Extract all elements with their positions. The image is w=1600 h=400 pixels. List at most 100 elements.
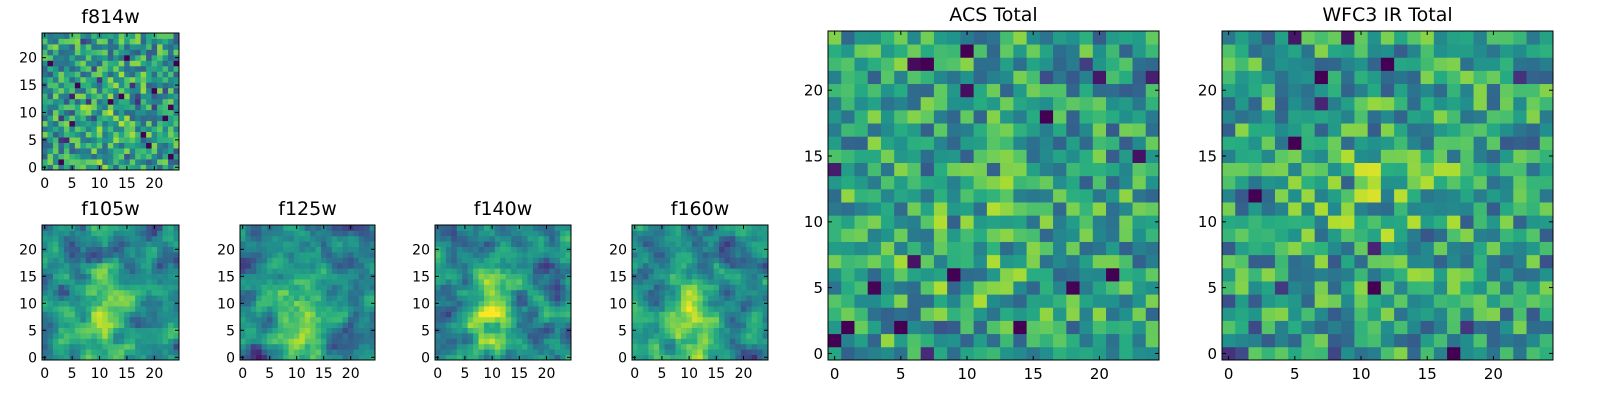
heatmap-cell (135, 159, 142, 165)
heatmap-cell (85, 268, 92, 274)
heatmap-cell (642, 295, 649, 301)
heatmap-cell (304, 306, 311, 312)
heatmap-cell (1314, 96, 1329, 111)
heatmap-cell (708, 295, 714, 301)
heatmap-cell (272, 230, 279, 237)
heatmap-cell (907, 307, 922, 321)
heatmap-cell (124, 311, 131, 318)
heatmap-cell (118, 333, 125, 339)
heatmap-cell (1486, 320, 1501, 335)
heatmap-cell (1380, 215, 1395, 229)
heatmap-cell (1053, 254, 1067, 269)
heatmap-cell (960, 96, 975, 111)
heatmap-cell (1235, 307, 1249, 321)
heatmap-cell (47, 153, 54, 160)
heatmap-cell (735, 306, 742, 312)
heatmap-cell (157, 153, 163, 160)
heatmap-cell (440, 241, 447, 247)
heatmap-cell (151, 349, 158, 355)
heatmap-cell (91, 153, 98, 160)
heatmap-cell (719, 252, 725, 258)
heatmap-cell (1473, 267, 1488, 282)
heatmap-cell (1288, 83, 1302, 98)
heatmap-cell (1092, 228, 1107, 242)
heatmap-cell (140, 33, 147, 39)
heatmap-cell (162, 225, 169, 231)
heatmap-cell (708, 262, 714, 269)
heatmap-cell (342, 316, 349, 323)
heatmap-cell (118, 60, 125, 67)
heatmap-cell (697, 241, 704, 247)
heatmap-cell (543, 268, 550, 274)
heatmap-cell (1526, 109, 1541, 124)
heatmap-cell (642, 252, 649, 258)
heatmap-cell (1092, 44, 1107, 58)
heatmap-cell (1526, 241, 1541, 256)
heatmap-cell (516, 322, 523, 328)
heatmap-cell (358, 268, 365, 274)
heatmap-cell (751, 246, 758, 253)
heatmap-cell (1053, 149, 1067, 163)
heatmap-cell (299, 306, 306, 312)
heatmap-cell (933, 228, 948, 242)
heatmap-cell (173, 38, 180, 45)
heatmap-cell (1261, 320, 1276, 335)
heatmap-cell (272, 273, 279, 280)
heatmap-cell (478, 279, 485, 285)
heatmap-cell (729, 316, 736, 323)
heatmap-cell (283, 235, 289, 242)
heatmap-cell (129, 273, 136, 280)
heatmap-cell (1526, 70, 1541, 85)
heatmap-cell (168, 115, 174, 122)
heatmap-cell (63, 268, 70, 274)
heatmap-cell (1394, 175, 1408, 190)
heatmap-cell (113, 327, 120, 334)
heatmap-cell (80, 142, 87, 149)
heatmap-cell (1513, 31, 1527, 45)
heatmap-cell (124, 142, 131, 149)
heatmap-cell (947, 149, 961, 163)
heatmap-cell (746, 295, 753, 301)
heatmap-cell (462, 257, 469, 264)
heatmap-cell (560, 257, 566, 264)
heatmap-cell (162, 120, 169, 127)
heatmap-cell (42, 333, 48, 339)
heatmap-cell (135, 76, 142, 83)
heatmap-cell (894, 215, 908, 229)
heatmap-cell (554, 322, 561, 328)
heatmap-cell (735, 300, 742, 307)
heatmap-cell (697, 322, 704, 328)
heatmap-cell (973, 281, 988, 295)
heatmap-cell (91, 241, 98, 247)
heatmap-cell (80, 137, 87, 143)
heatmap-cell (867, 123, 882, 137)
heatmap-cell (1092, 281, 1107, 295)
heatmap-cell (880, 136, 895, 150)
heatmap-cell (1380, 162, 1395, 177)
heatmap-cell (500, 241, 507, 247)
heatmap-cell (129, 131, 136, 138)
heatmap-cell (1539, 162, 1554, 177)
heatmap-cell (1513, 123, 1527, 137)
heatmap-cell (151, 93, 158, 100)
heatmap-cell (1039, 149, 1054, 163)
heatmap-cell (69, 295, 76, 301)
heatmap-cell (880, 281, 895, 295)
heatmap-cell (173, 49, 180, 56)
heatmap-cell (52, 300, 59, 307)
heatmap-cell (107, 43, 114, 50)
heatmap-cell (102, 109, 109, 116)
heatmap-cell (1447, 254, 1461, 269)
heatmap-cell (1420, 31, 1435, 45)
heatmap-cell (986, 149, 1001, 163)
heatmap-cell (146, 98, 152, 105)
heatmap-cell (337, 268, 343, 274)
heatmap-cell (299, 279, 306, 285)
heatmap-cell (686, 279, 693, 285)
heatmap-cell (762, 349, 769, 355)
heatmap-cell (151, 43, 158, 50)
heatmap-cell (124, 343, 131, 350)
heatmap-cell (283, 252, 289, 258)
heatmap-cell (1066, 123, 1080, 137)
y-tick-label: 5 (813, 279, 823, 297)
